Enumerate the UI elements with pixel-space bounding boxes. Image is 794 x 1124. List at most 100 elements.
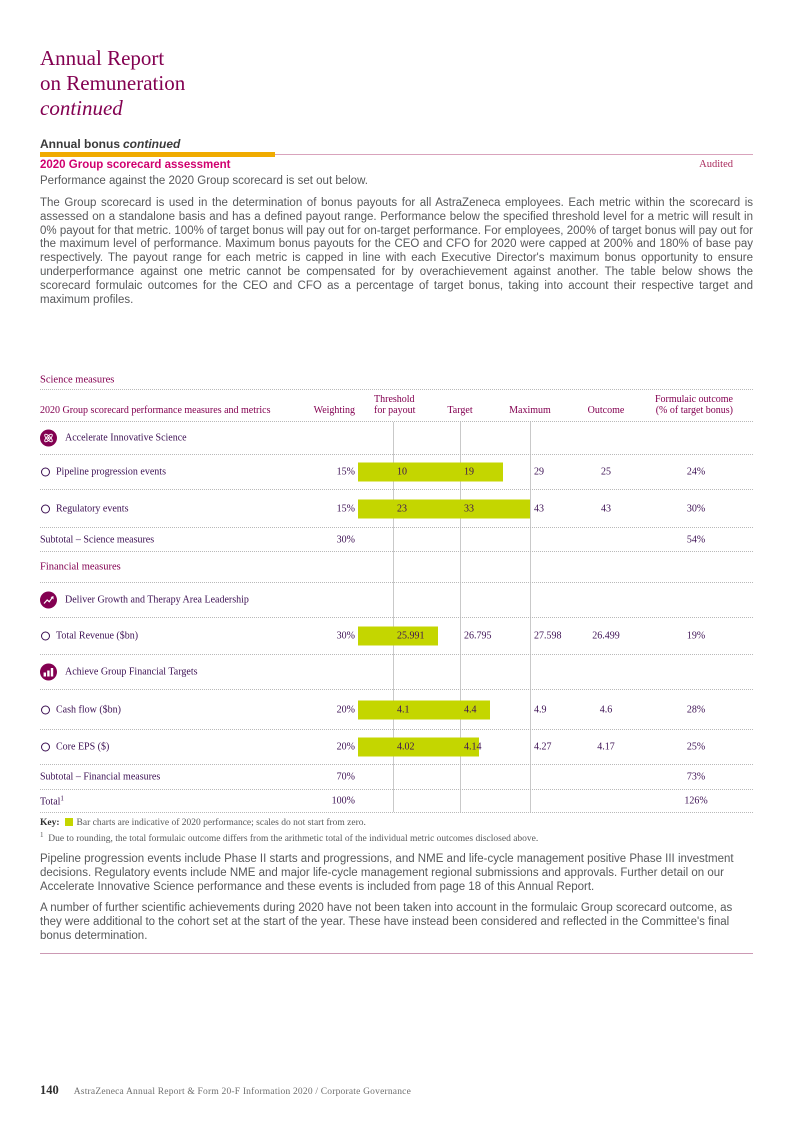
performance-bar (358, 462, 503, 482)
metric-label: Regulatory events (56, 503, 129, 514)
subsection-row: 2020 Group scorecard assessment Audited (40, 159, 753, 173)
metric-row-cashflow: Cash flow ($bn) 20% 4.1 4.4 4.9 4.6 28% (40, 690, 753, 730)
col-formulaic-header: Formulaic outcome (% of target bonus) (654, 394, 733, 416)
metric-label: Total Revenue ($bn) (56, 630, 139, 642)
subtotal-row-financial: Subtotal – Financial measures 70% 73% (40, 765, 753, 790)
maximum-value: 27.598 (534, 630, 562, 642)
threshold-value: 10 (397, 466, 407, 478)
weighting-value: 30% (336, 534, 355, 545)
metric-label: Core EPS ($) (56, 741, 110, 753)
table-bottom-border (40, 812, 753, 813)
key-line: Key: Bar charts are indicative of 2020 pe… (40, 817, 753, 829)
weighting-value: 20% (336, 741, 355, 753)
group-row-financial: Achieve Group Financial Targets (40, 655, 753, 690)
scientific-achievements-paragraph: A number of further scientific achieveme… (40, 902, 733, 942)
performance-bar (358, 626, 438, 646)
group-label-science: Accelerate Innovative Science (65, 432, 187, 444)
target-value: 19 (464, 466, 474, 478)
section-heading: Annual bonus continued (40, 137, 753, 151)
bottom-rule (40, 953, 753, 954)
threshold-value: 4.1 (397, 704, 410, 715)
formulaic-value: 54% (686, 534, 706, 545)
key-block: Key: Bar charts are indicative of 2020 pe… (40, 817, 753, 845)
performance-bar (358, 499, 530, 518)
weighting-value: 70% (336, 771, 355, 783)
maximum-value: 29 (534, 466, 544, 478)
pipeline-events-paragraph: Pipeline progression events include Phas… (40, 853, 734, 893)
formulaic-value: 126% (684, 795, 708, 807)
col-target-header: Target (447, 405, 473, 416)
formulaic-value: 19% (686, 630, 706, 642)
formulaic-value: 24% (686, 466, 706, 478)
metric-row-pipeline: Pipeline progression events 15% 10 19 29… (40, 455, 753, 490)
footnote-marker: 1 (40, 831, 44, 839)
page-title-line1: Annual Report (40, 46, 165, 70)
target-value: 33 (464, 503, 474, 514)
intro-line: Performance against the 2020 Group score… (40, 175, 368, 187)
metric-label: Pipeline progression events (56, 466, 166, 478)
threshold-value: 4.02 (397, 741, 415, 753)
formulaic-value: 73% (686, 771, 706, 783)
bar-chart-icon (40, 663, 57, 681)
weighting-value: 20% (336, 704, 355, 715)
page-number: 140 (40, 1083, 59, 1097)
metric-label: Cash flow ($bn) (56, 704, 121, 715)
table-header-row: 2020 Group scorecard performance measure… (40, 390, 753, 422)
subtotal-label: Subtotal – Science measures (40, 534, 155, 545)
performance-bar (358, 737, 479, 757)
section-rule (40, 152, 753, 157)
subtotal-label: Subtotal – Financial measures (40, 771, 161, 783)
col-weighting-header: Weighting (313, 405, 355, 416)
page-title-continued: continued (40, 96, 123, 120)
key-text: Bar charts are indicative of 2020 perfor… (76, 818, 366, 828)
outcome-value: 4.6 (599, 704, 613, 715)
weighting-value: 100% (331, 795, 355, 807)
circle-bullet-icon (41, 705, 50, 714)
total-row: Total1 100% 126% (40, 790, 753, 812)
outcome-value: 43 (601, 503, 611, 514)
col-threshold-header: Threshold for payout (374, 394, 416, 416)
outcome-value: 4.17 (597, 741, 615, 753)
maximum-value: 4.27 (534, 741, 552, 753)
page-footer: 140 AstraZeneca Annual Report & Form 20-… (40, 1083, 753, 1098)
group-label-financial: Achieve Group Financial Targets (65, 666, 198, 678)
performance-bar (358, 700, 490, 719)
lime-swatch-icon (64, 818, 73, 826)
threshold-value: 23 (397, 503, 407, 514)
metric-row-core-eps: Core EPS ($) 20% 4.02 4.14 4.27 4.17 25% (40, 730, 753, 765)
gold-rule-segment (40, 152, 275, 157)
page-title-line2: on Remuneration (40, 71, 186, 95)
subsection-title: 2020 Group scorecard assessment (40, 159, 231, 171)
footer-text: AstraZeneca Annual Report & Form 20-F In… (73, 1087, 412, 1097)
weighting-value: 30% (336, 630, 355, 642)
col-outcome-header: Outcome (587, 405, 625, 416)
circle-bullet-icon (41, 504, 50, 513)
metric-row-revenue: Total Revenue ($bn) 30% 25.991 26.795 27… (40, 618, 753, 655)
weighting-value: 15% (336, 503, 355, 514)
outcome-value: 26.499 (592, 630, 620, 642)
section-heading-label: Annual bonus (40, 137, 120, 151)
circle-bullet-icon (41, 467, 50, 477)
scorecard-table: Science measures 2020 Group scorecard pe… (40, 370, 753, 813)
group-row-growth: Deliver Growth and Therapy Area Leadersh… (40, 583, 753, 618)
financial-measures-row: Financial measures (40, 552, 753, 583)
formulaic-value: 25% (686, 741, 706, 753)
total-label: Total1 (40, 794, 64, 808)
page-title: Annual Report on Remuneration continued (40, 46, 753, 121)
formulaic-value: 30% (686, 503, 706, 514)
atom-icon (40, 429, 57, 447)
circle-bullet-icon (41, 631, 50, 641)
maximum-value: 4.9 (534, 704, 547, 715)
formulaic-value: 28% (686, 704, 706, 715)
target-value: 26.795 (464, 630, 492, 642)
footnote-line: 1 Due to rounding, the total formulaic o… (40, 829, 753, 845)
financial-measures-label: Financial measures (40, 561, 121, 573)
col-measures-header: 2020 Group scorecard performance measure… (40, 405, 271, 416)
pink-rule-segment (275, 154, 753, 155)
section-heading-continued: continued (123, 137, 181, 151)
weighting-value: 15% (336, 466, 355, 478)
audited-badge: Audited (699, 159, 733, 170)
threshold-value: 25.991 (397, 630, 425, 642)
footnote-text: Due to rounding, the total formulaic out… (48, 834, 539, 845)
